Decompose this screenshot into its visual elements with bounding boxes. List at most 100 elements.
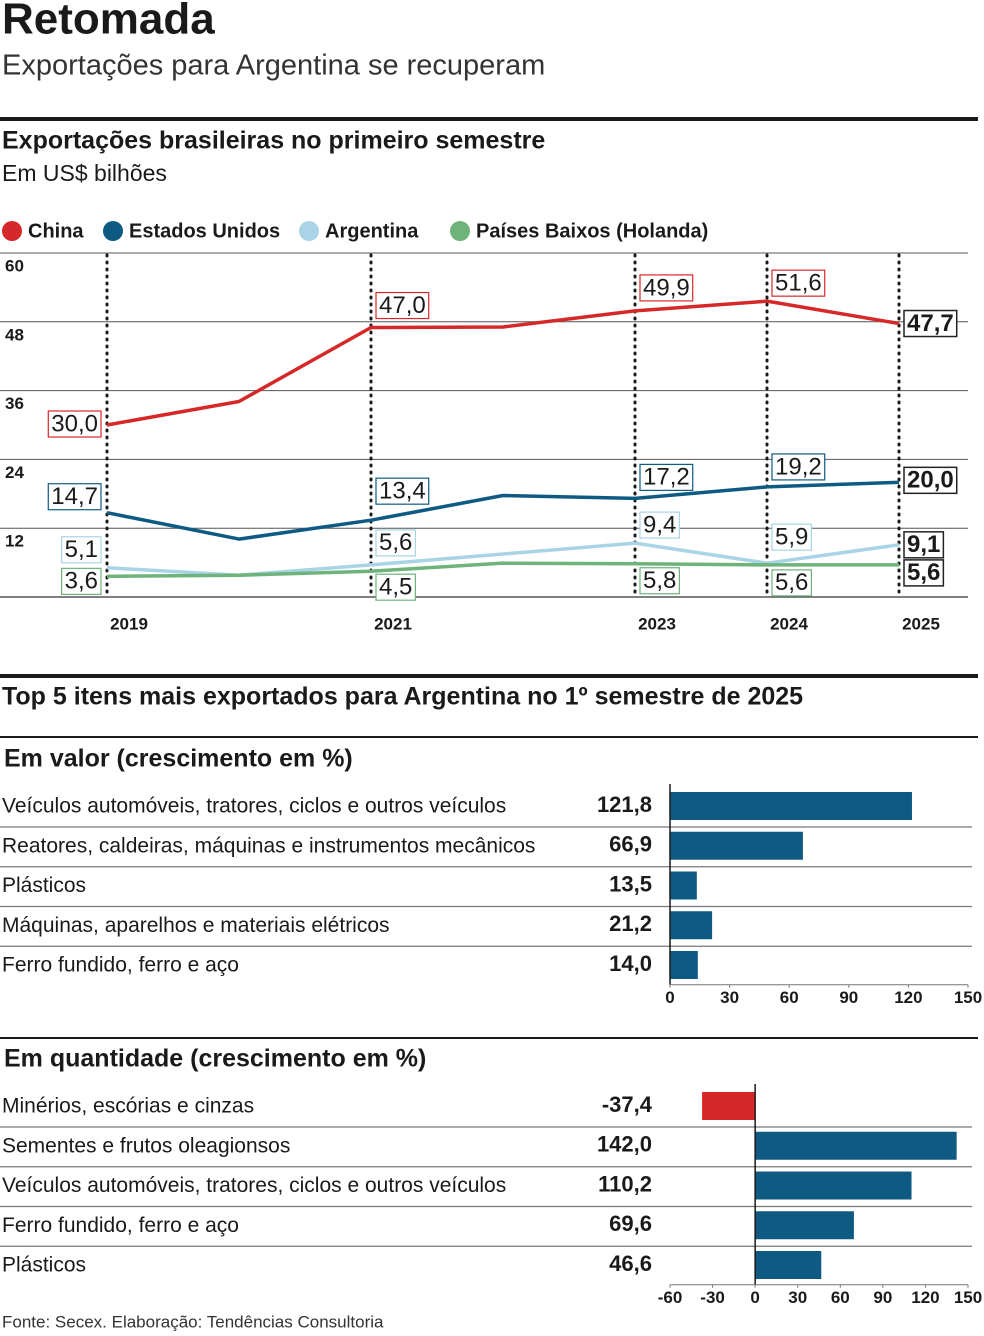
value-label-box: [903, 466, 958, 495]
divider: [0, 1037, 978, 1039]
value-label-box: [639, 274, 694, 302]
value-label: 49,9: [643, 274, 690, 301]
legend-label: China: [28, 220, 84, 242]
value-label: 14,0: [609, 951, 652, 976]
series-line: [106, 561, 899, 579]
y-tick-label: 12: [5, 532, 24, 551]
value-label: 20,0: [907, 467, 954, 494]
legend-marker: [103, 221, 123, 241]
x-tick-label: 60: [780, 988, 799, 1007]
chart-subtitle: Em US$ bilhões: [2, 160, 167, 186]
divider: [0, 736, 978, 738]
value-label: 3,6: [65, 568, 98, 595]
x-tick-label: 0: [750, 1288, 759, 1307]
series-line: [106, 480, 900, 541]
value-label-box: [639, 511, 680, 539]
bar: [670, 831, 803, 860]
y-tick-label: 60: [5, 256, 24, 275]
value-label: 5,1: [65, 536, 98, 563]
value-label-box: [47, 483, 102, 511]
value-label: 142,0: [597, 1132, 652, 1157]
page-subtitle: Exportações para Argentina se recuperam: [2, 50, 545, 82]
legend-label: Estados Unidos: [129, 220, 280, 242]
value-label: 30,0: [51, 410, 98, 437]
value-label-box: [61, 536, 102, 564]
value-label-box: [903, 559, 945, 587]
x-tick-label: 120: [894, 988, 922, 1007]
chart-title: Exportações brasileiras no primeiro seme…: [2, 127, 545, 155]
bar: [755, 1171, 912, 1200]
value-label-box: [771, 569, 812, 597]
value-label: 14,7: [51, 483, 98, 510]
value-label: 69,6: [609, 1211, 652, 1236]
value-label: 9,4: [643, 511, 676, 538]
x-tick-label: 2021: [374, 614, 412, 633]
y-tick-label: 48: [5, 325, 24, 344]
value-label: 21,2: [609, 911, 652, 936]
x-tick-label: 0: [665, 988, 674, 1007]
value-label: 17,2: [643, 464, 690, 491]
category-label: Veículos automóveis, tratores, ciclos e …: [2, 795, 506, 818]
x-tick-label: 2025: [902, 614, 940, 633]
category-label: Ferro fundido, ferro e aço: [2, 954, 239, 977]
category-label: Ferro fundido, ferro e aço: [2, 1214, 239, 1237]
x-tick-label: 90: [873, 1288, 892, 1307]
legend-marker: [299, 221, 319, 241]
value-label: 66,9: [609, 832, 652, 857]
series-line: [106, 299, 900, 427]
value-label: 121,8: [597, 792, 652, 817]
value-label: -37,4: [602, 1092, 653, 1117]
category-label: Minérios, escórias e cinzas: [2, 1095, 254, 1118]
value-label: 110,2: [598, 1171, 652, 1196]
value-label-box: [903, 531, 945, 559]
x-tick-label: 120: [911, 1288, 939, 1307]
value-label-box: [375, 291, 430, 320]
value-label-box: [375, 477, 430, 505]
x-tick-label: -30: [700, 1288, 725, 1307]
x-tick-label: 30: [720, 988, 739, 1007]
legend-label: Países Baixos (Holanda): [476, 220, 708, 242]
x-tick-label: 60: [831, 1288, 850, 1307]
value-label: 5,9: [775, 524, 808, 551]
bar: [670, 792, 912, 820]
value-label-box: [771, 453, 826, 481]
value-label: 4,5: [379, 574, 412, 601]
category-label: Veículos automóveis, tratores, ciclos e …: [2, 1174, 506, 1197]
value-label-box: [903, 309, 958, 338]
chart-title: Em valor (crescimento em %): [4, 745, 353, 773]
value-label: 47,7: [907, 310, 954, 337]
value-label: 19,2: [775, 453, 822, 480]
value-label: 51,6: [775, 270, 822, 297]
category-label: Sementes e frutos oleagionsos: [2, 1134, 290, 1157]
value-label: 5,6: [775, 569, 808, 596]
legend-label: Argentina: [325, 220, 419, 242]
bar: [755, 1211, 854, 1240]
value-label: 13,4: [379, 478, 426, 505]
bar: [670, 911, 713, 940]
page-title: Retomada: [2, 0, 215, 44]
value-label-box: [639, 567, 680, 595]
y-tick-label: 24: [5, 463, 24, 482]
bar: [755, 1131, 957, 1160]
x-tick-label: 2023: [638, 614, 676, 633]
bar: [670, 951, 698, 979]
x-tick-label: 150: [954, 988, 982, 1007]
category-label: Plásticos: [2, 1254, 86, 1277]
category-label: Reatores, caldeiras, máquinas e instrume…: [2, 834, 535, 857]
divider: [0, 117, 978, 121]
y-tick-label: 36: [5, 394, 24, 413]
category-label: Máquinas, aparelhos e materiais elétrico…: [2, 914, 390, 937]
value-label: 46,6: [609, 1251, 652, 1276]
value-label-box: [375, 573, 416, 601]
bar: [670, 871, 697, 900]
value-label: 5,6: [907, 559, 940, 586]
value-label-box: [375, 529, 416, 557]
x-tick-label: 30: [788, 1288, 807, 1307]
value-label-box: [771, 269, 826, 297]
chart-title: Em quantidade (crescimento em %): [4, 1045, 426, 1073]
value-label-box: [771, 523, 812, 551]
x-tick-label: -60: [658, 1288, 683, 1307]
source: Fonte: Secex. Elaboração: Tendências Con…: [2, 1312, 384, 1331]
x-tick-label: 90: [839, 988, 858, 1007]
